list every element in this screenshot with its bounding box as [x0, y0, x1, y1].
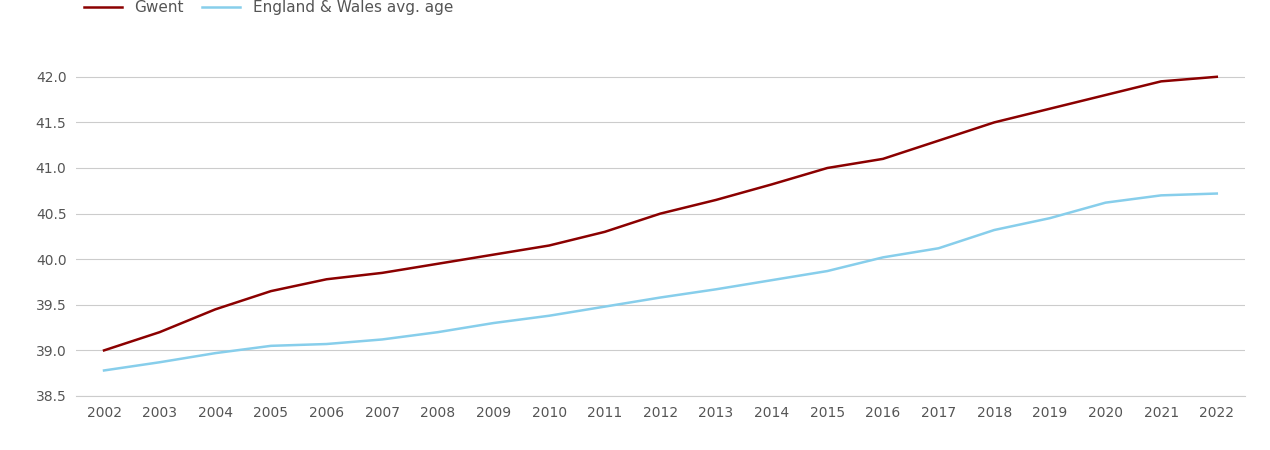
Gwent	[1097, 92, 1113, 98]
Gwent	[1209, 74, 1224, 80]
England & Wales avg. age	[819, 268, 834, 274]
Gwent	[819, 165, 834, 171]
England & Wales avg. age	[931, 246, 946, 251]
Gwent	[931, 138, 946, 144]
England & Wales avg. age	[431, 329, 446, 335]
England & Wales avg. age	[1209, 191, 1224, 196]
England & Wales avg. age	[597, 304, 612, 309]
Gwent	[541, 243, 556, 248]
England & Wales avg. age	[765, 278, 780, 283]
Gwent	[208, 306, 224, 312]
Gwent	[765, 182, 780, 187]
Line: Gwent: Gwent	[104, 77, 1217, 351]
England & Wales avg. age	[541, 313, 556, 319]
Gwent	[597, 229, 612, 234]
Gwent	[709, 197, 724, 202]
England & Wales avg. age	[375, 337, 390, 342]
England & Wales avg. age	[319, 341, 334, 346]
Gwent	[987, 120, 1002, 125]
Gwent	[653, 211, 668, 216]
England & Wales avg. age	[152, 360, 168, 365]
England & Wales avg. age	[208, 351, 224, 356]
Line: England & Wales avg. age: England & Wales avg. age	[104, 194, 1217, 370]
England & Wales avg. age	[653, 295, 668, 300]
Legend: Gwent, England & Wales avg. age: Gwent, England & Wales avg. age	[84, 0, 453, 15]
Gwent	[97, 348, 112, 353]
England & Wales avg. age	[1043, 216, 1058, 221]
England & Wales avg. age	[1153, 193, 1168, 198]
England & Wales avg. age	[709, 287, 724, 292]
England & Wales avg. age	[987, 227, 1002, 233]
England & Wales avg. age	[486, 320, 502, 326]
Gwent	[319, 277, 334, 282]
Gwent	[1043, 106, 1058, 112]
England & Wales avg. age	[263, 343, 278, 349]
Gwent	[152, 329, 168, 335]
England & Wales avg. age	[1097, 200, 1113, 205]
Gwent	[875, 156, 890, 162]
England & Wales avg. age	[875, 255, 890, 260]
Gwent	[431, 261, 446, 266]
Gwent	[263, 288, 278, 294]
England & Wales avg. age	[97, 368, 112, 373]
Gwent	[486, 252, 502, 257]
Gwent	[1153, 79, 1168, 84]
Gwent	[375, 270, 390, 275]
